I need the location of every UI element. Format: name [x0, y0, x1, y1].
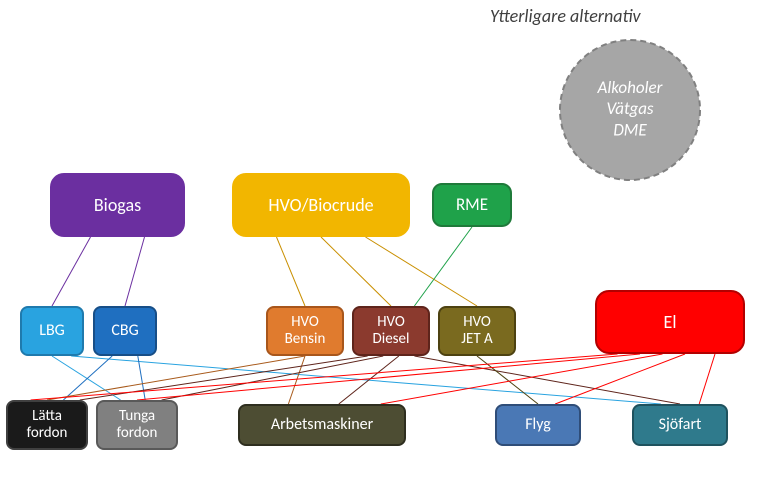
- svg-text:Vätgas: Vätgas: [606, 98, 653, 119]
- node-sjofart: Sjöfart: [632, 404, 728, 446]
- node-biogas: Biogas: [50, 173, 185, 237]
- svg-text:DME: DME: [613, 119, 647, 140]
- node-cbg: CBG: [93, 306, 157, 356]
- node-lbg: LBG: [20, 306, 84, 356]
- node-hvoj: HVO JET A: [438, 306, 516, 356]
- node-hvod: HVO Diesel: [352, 306, 430, 356]
- node-rme: RME: [432, 183, 512, 227]
- node-latta: Lätta fordon: [6, 400, 88, 450]
- node-tunga: Tunga fordon: [96, 400, 178, 450]
- node-hvob: HVO Bensin: [266, 306, 344, 356]
- node-hvo: HVO/Biocrude: [232, 173, 410, 237]
- svg-text:Alkoholer: Alkoholer: [597, 77, 663, 98]
- node-el: El: [595, 290, 745, 354]
- page-title: Ytterligare alternativ: [490, 5, 740, 27]
- node-arbets: Arbetsmaskiner: [238, 404, 406, 446]
- node-flyg: Flyg: [495, 404, 581, 446]
